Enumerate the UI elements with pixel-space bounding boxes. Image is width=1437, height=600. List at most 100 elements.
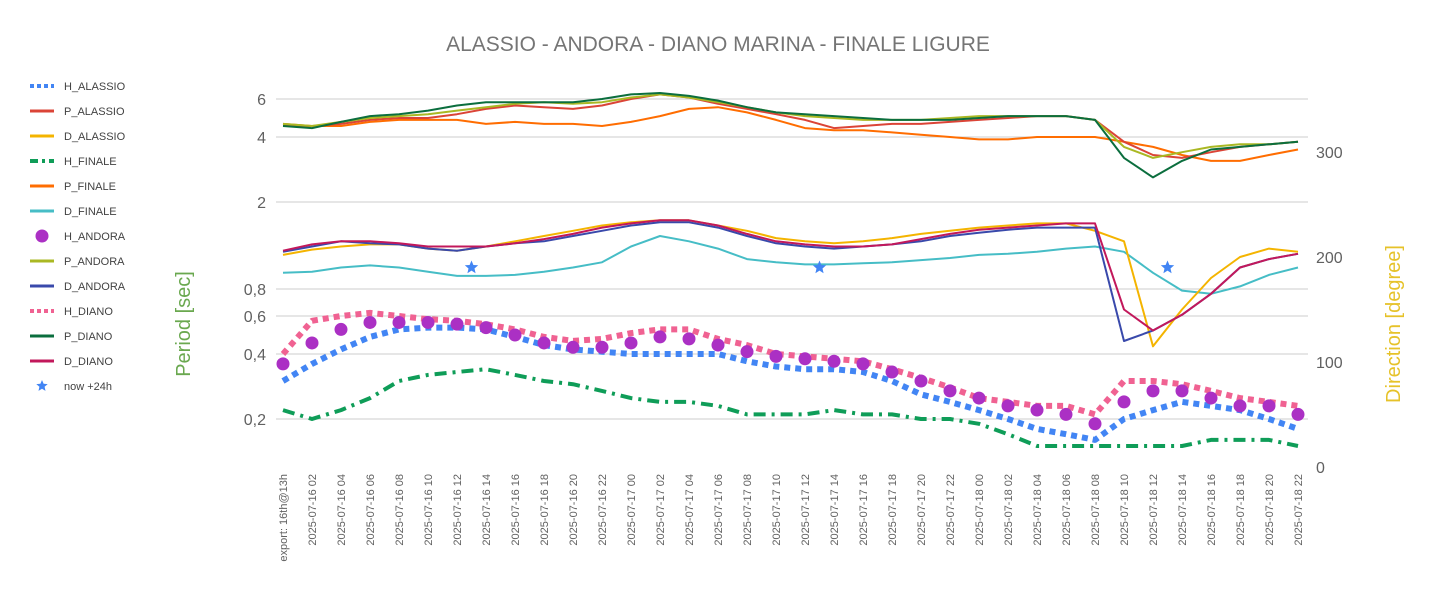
- y-right-tick-label: 200: [1316, 250, 1343, 267]
- series-p-diano: [282, 92, 1299, 179]
- x-tick-label: 2025-07-18 14: [1177, 474, 1189, 546]
- x-tick-label: 2025-07-16 02: [307, 474, 319, 546]
- series-line: [282, 92, 1299, 179]
- series-line: [282, 93, 1299, 159]
- series-line: [281, 324, 1299, 443]
- x-tick-label: 2025-07-17 14: [829, 474, 841, 546]
- legend-label: D_ALASSIO: [64, 131, 126, 143]
- series-line: [283, 93, 1299, 159]
- grid-lines: [276, 98, 1308, 420]
- legend-label: P_ALASSIO: [64, 106, 125, 118]
- data-point: [798, 352, 812, 366]
- data-point: [450, 317, 464, 331]
- legend-swatch: [36, 380, 48, 391]
- legend-item[interactable]: P_ALASSIO: [30, 106, 125, 118]
- series-line: [282, 367, 1299, 448]
- legend-label: H_ANDORA: [64, 231, 126, 243]
- legend-item[interactable]: D_DIANO: [30, 356, 113, 368]
- data-point: [1146, 384, 1160, 398]
- legend-item[interactable]: H_ANDORA: [35, 229, 126, 244]
- data-point: [1030, 403, 1044, 417]
- legend: H_ALASSIO P_ALASSIO D_ALASSIO H_FINALE P_FIN…: [30, 81, 126, 393]
- y-left-axis-title: Period [sec]: [173, 271, 195, 377]
- y-left-tick-label: 0,2: [244, 412, 266, 429]
- series-d-andora: [282, 221, 1299, 342]
- x-tick-label: 2025-07-17 08: [742, 474, 754, 546]
- x-tick-label: 2025-07-17 22: [945, 474, 957, 546]
- x-tick-label: 2025-07-18 08: [1090, 474, 1102, 546]
- y-right-tick-label: 100: [1316, 355, 1343, 372]
- x-tick-label: 2025-07-18 00: [974, 474, 986, 546]
- legend-label: D_ANDORA: [64, 281, 126, 293]
- legend-item[interactable]: P_ANDORA: [30, 256, 125, 268]
- series-h-finale: [282, 367, 1299, 448]
- legend-item[interactable]: D_ALASSIO: [30, 131, 126, 143]
- y-left-tick-label: 0,4: [244, 347, 266, 364]
- legend-label: P_FINALE: [64, 181, 116, 193]
- series-p-alassio: [283, 93, 1299, 159]
- series-d-diano: [282, 219, 1299, 332]
- legend-item[interactable]: H_FINALE: [30, 156, 117, 168]
- data-point: [1233, 399, 1247, 413]
- x-tick-label: 2025-07-17 20: [916, 474, 928, 546]
- data-point: [682, 332, 696, 346]
- series-line: [282, 219, 1299, 348]
- legend-item[interactable]: P_FINALE: [30, 181, 116, 193]
- legend-label: D_DIANO: [64, 356, 113, 368]
- x-tick-label: 2025-07-18 16: [1206, 474, 1218, 546]
- series-line: [282, 106, 1299, 162]
- legend-item[interactable]: H_ALASSIO: [30, 81, 126, 93]
- x-tick-label: 2025-07-16 10: [423, 474, 435, 546]
- data-point: [1001, 399, 1015, 413]
- y-right-axis-title: Direction [degree]: [1383, 245, 1405, 403]
- legend-label: D_FINALE: [64, 206, 117, 218]
- x-tick-label: 2025-07-16 14: [481, 474, 493, 546]
- legend-label: now +24h: [64, 381, 112, 393]
- legend-item[interactable]: now +24h: [36, 380, 112, 393]
- data-point: [885, 365, 899, 379]
- x-tick-label: 2025-07-16 18: [539, 474, 551, 546]
- y-left-tick-label: 0,6: [244, 309, 266, 326]
- star-point: [464, 260, 479, 274]
- data-point: [1059, 407, 1073, 421]
- series-h-diano: [280, 309, 1299, 418]
- series-line: [282, 219, 1299, 332]
- y-left-tick-label: 0,8: [244, 282, 266, 299]
- legend-item[interactable]: H_DIANO: [30, 306, 113, 318]
- series-line: [282, 221, 1299, 342]
- legend-item[interactable]: P_DIANO: [30, 331, 113, 343]
- data-point: [856, 357, 870, 371]
- x-tick-label: 2025-07-17 16: [858, 474, 870, 546]
- x-tick-label: 2025-07-17 04: [684, 474, 696, 546]
- x-tick-label: 2025-07-18 10: [1119, 474, 1131, 546]
- data-point: [305, 336, 319, 350]
- y-left-tick-label: 6: [257, 92, 266, 109]
- legend-label: P_ANDORA: [64, 256, 125, 268]
- x-tick-label: 2025-07-18 18: [1235, 474, 1247, 546]
- series-now-24h: [464, 260, 1175, 274]
- series-p-finale: [282, 106, 1299, 162]
- data-point: [595, 340, 609, 354]
- x-tick-label: 2025-07-16 22: [597, 474, 609, 546]
- legend-item[interactable]: D_ANDORA: [30, 281, 126, 293]
- x-tick-label: 2025-07-16 12: [452, 474, 464, 546]
- series-h-alassio: [281, 324, 1299, 443]
- left-axis-ticks: 0,2 0,4 0,6 0,8 2 4 6: [244, 92, 266, 429]
- x-tick-label: 2025-07-17 02: [655, 474, 667, 546]
- data-point: [1291, 407, 1305, 421]
- data-point: [363, 315, 377, 329]
- y-right-tick-label: 300: [1316, 145, 1343, 162]
- data-point: [334, 322, 348, 336]
- right-axis-ticks: 0 100 200 300: [1316, 145, 1343, 477]
- legend-item[interactable]: D_FINALE: [30, 206, 117, 218]
- x-tick-label: 2025-07-17 10: [771, 474, 783, 546]
- x-tick-label: export: 16th@13h: [278, 474, 290, 562]
- data-point: [1262, 399, 1276, 413]
- data-point: [653, 330, 667, 344]
- series-d-alassio: [282, 219, 1299, 348]
- data-point: [1175, 384, 1189, 398]
- x-tick-label: 2025-07-18 02: [1003, 474, 1015, 546]
- star-point: [812, 260, 827, 274]
